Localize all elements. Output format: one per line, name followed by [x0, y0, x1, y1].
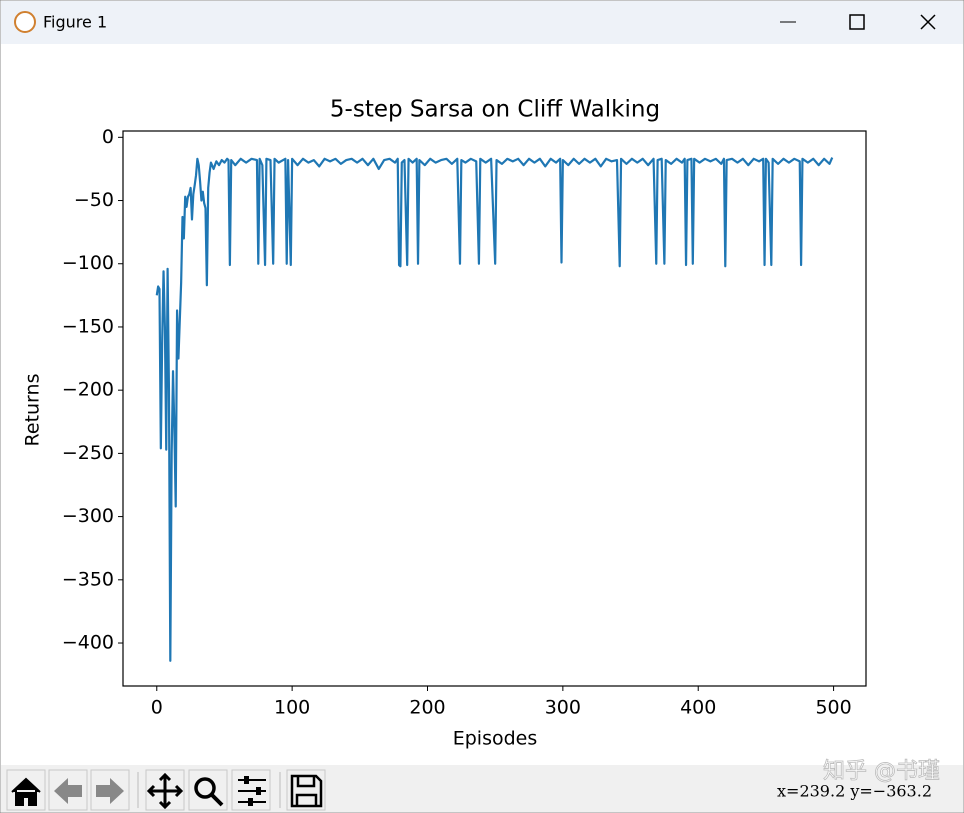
- home-button[interactable]: [6, 769, 46, 811]
- y-tick-label: −100: [62, 252, 114, 274]
- y-tick-label: −150: [62, 315, 114, 337]
- data-line: [155, 157, 834, 662]
- y-tick-label: −400: [62, 632, 114, 654]
- watermark: 知乎 @书瑾: [823, 759, 940, 784]
- y-axis-label: Returns: [22, 374, 44, 447]
- x-axis-label: Episodes: [453, 728, 538, 750]
- title-bar: [1, 1, 963, 44]
- save-button[interactable]: [286, 769, 326, 811]
- y-tick-label: −200: [62, 379, 114, 401]
- x-tick-label: 0: [151, 697, 163, 719]
- pan-button[interactable]: [145, 769, 185, 811]
- chart-title: 5-step Sarsa on Cliff Walking: [330, 97, 660, 123]
- back-button[interactable]: [48, 769, 88, 811]
- configure-button[interactable]: [231, 769, 271, 811]
- y-tick-label: −350: [62, 568, 114, 590]
- y-tick-label: −50: [74, 189, 114, 211]
- x-tick-label: 400: [680, 697, 716, 719]
- forward-button[interactable]: [90, 769, 130, 811]
- zoom-button[interactable]: [188, 769, 228, 811]
- y-tick-label: −250: [62, 442, 114, 464]
- plot-frame: [122, 130, 867, 687]
- maximize-button[interactable]: [849, 14, 865, 30]
- app-icon: [14, 11, 36, 33]
- close-button[interactable]: [920, 14, 936, 30]
- x-tick-label: 500: [815, 697, 851, 719]
- x-tick-label: 100: [274, 697, 310, 719]
- cursor-status: x=239.2 y=−363.2: [777, 782, 932, 801]
- y-tick-label: 0: [102, 126, 114, 148]
- y-tick-label: −300: [62, 505, 114, 527]
- window-title: Figure 1: [43, 13, 107, 32]
- x-tick-label: 300: [545, 697, 581, 719]
- x-tick-label: 200: [409, 697, 445, 719]
